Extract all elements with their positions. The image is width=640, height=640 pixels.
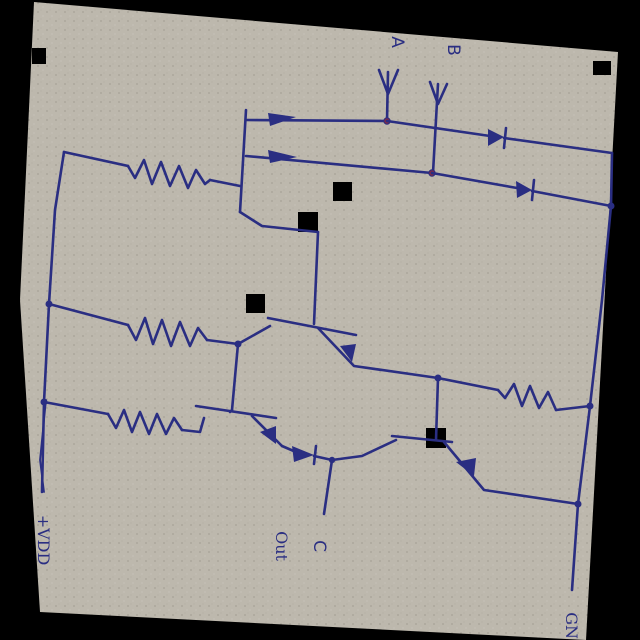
redaction-square [32, 48, 46, 64]
phase-splitter-transistor [236, 316, 440, 380]
label-ground: GND [562, 612, 581, 640]
redaction-square [607, 612, 627, 632]
label-input-b: B [443, 44, 463, 56]
redaction-square [593, 61, 611, 75]
pullup-transistor [194, 404, 284, 448]
resistor-r3 [42, 400, 206, 436]
redaction-square [246, 294, 265, 313]
clamp-diode-b [430, 171, 613, 208]
clamp-diode-a [385, 119, 614, 155]
label-output-sub: Out [272, 531, 291, 561]
pulldown-transistor [330, 434, 582, 508]
output-diode [280, 444, 336, 466]
paper-sheet [20, 2, 618, 640]
ground-rail [570, 151, 615, 592]
redaction-square [298, 212, 318, 232]
resistor-r4 [434, 374, 594, 412]
wire-collector [312, 230, 320, 326]
label-input-a: A [387, 36, 407, 48]
wire-r4-down [434, 376, 440, 442]
label-output: C [309, 540, 329, 552]
label-supply: +VDD [34, 515, 53, 566]
input-transistor [238, 108, 434, 234]
resistor-r1 [62, 150, 242, 190]
output-terminal [322, 458, 334, 516]
redaction-square [333, 182, 352, 201]
wire-r2-down [230, 342, 240, 412]
